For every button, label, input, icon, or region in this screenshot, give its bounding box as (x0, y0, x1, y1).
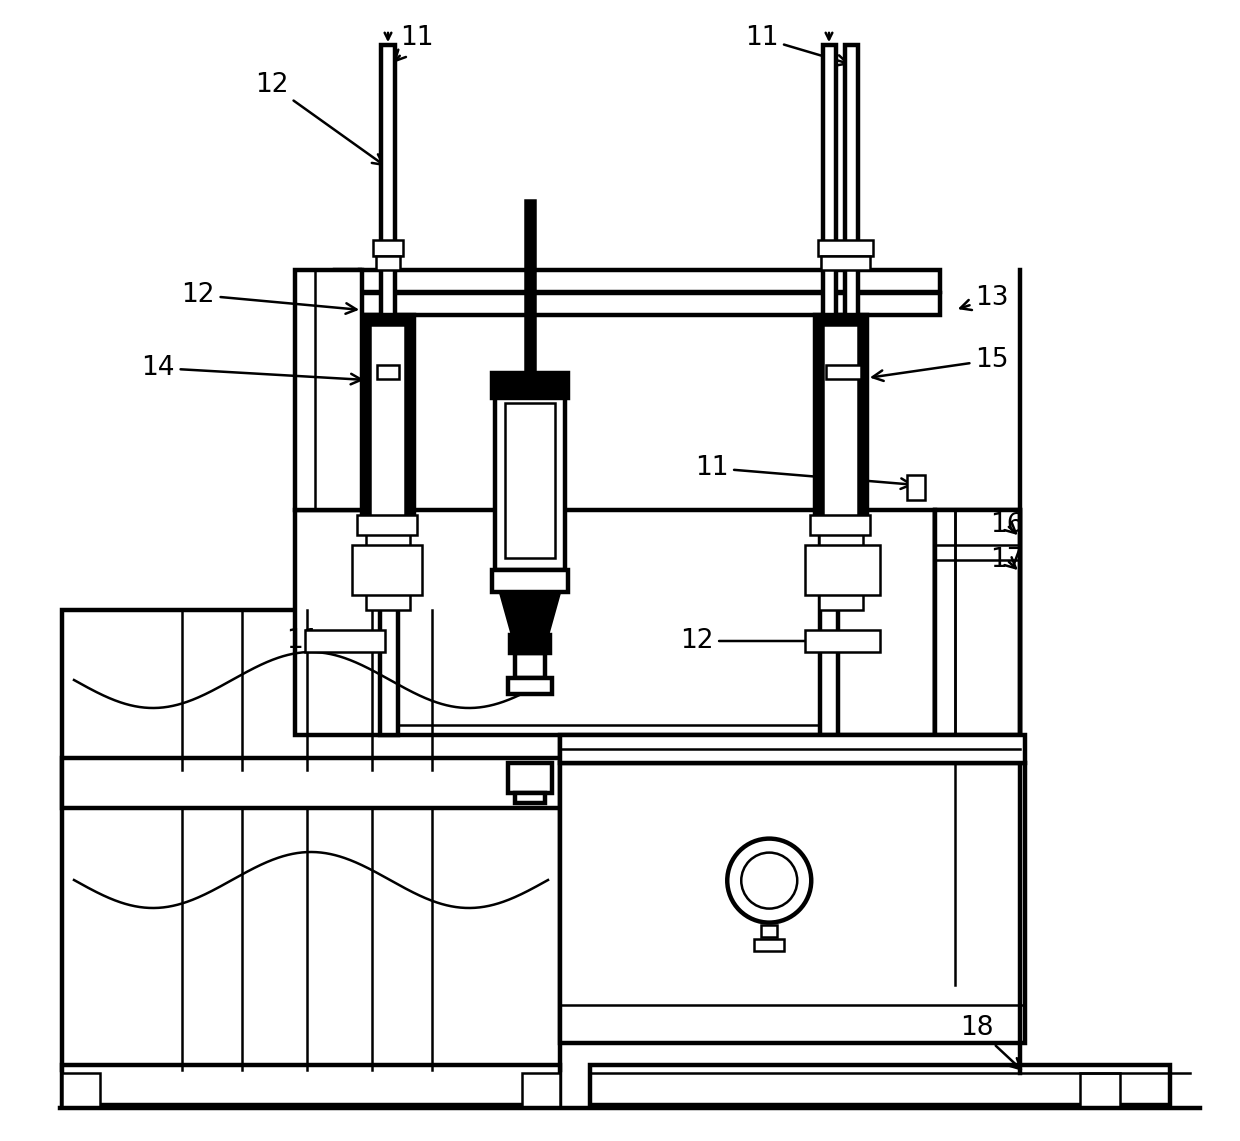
Bar (805, 545, 880, 594)
Text: 14: 14 (141, 355, 361, 385)
Bar (377, 365, 399, 379)
Bar (376, 256, 401, 270)
Bar (590, 1065, 1171, 1104)
Bar (805, 630, 880, 652)
Bar (492, 570, 568, 592)
Bar (525, 200, 534, 395)
Bar (366, 531, 410, 610)
Text: 18: 18 (960, 1015, 1021, 1069)
Bar (492, 373, 568, 398)
Bar (62, 1073, 100, 1108)
Text: 13: 13 (960, 285, 1008, 311)
Text: 11: 11 (694, 455, 911, 489)
Bar (823, 325, 858, 520)
Bar (362, 315, 414, 531)
Bar (821, 256, 870, 270)
Bar (495, 395, 565, 570)
Text: 11: 11 (745, 25, 848, 65)
Bar (906, 475, 925, 500)
Bar (935, 510, 1021, 735)
Bar (826, 365, 861, 379)
Bar (935, 510, 1021, 985)
Text: 11: 11 (394, 25, 434, 60)
Bar (818, 240, 873, 256)
Text: 12: 12 (181, 282, 356, 314)
Bar (295, 510, 935, 735)
Text: 15: 15 (873, 347, 1008, 381)
Bar (381, 44, 396, 315)
Bar (754, 939, 784, 950)
Bar (515, 653, 546, 678)
Circle shape (742, 852, 797, 908)
Bar (508, 763, 552, 793)
Text: 11: 11 (286, 628, 379, 654)
Bar (305, 630, 384, 652)
Bar (295, 270, 362, 510)
Bar (818, 531, 863, 610)
Bar (522, 1073, 560, 1108)
Text: 17: 17 (990, 547, 1023, 573)
Bar (62, 758, 560, 808)
Bar (510, 636, 551, 653)
Text: 12: 12 (680, 628, 874, 654)
Bar (357, 515, 417, 535)
Bar (62, 610, 560, 1070)
Bar (810, 515, 870, 535)
Bar (844, 44, 858, 315)
Bar (360, 270, 940, 292)
Text: 16: 16 (990, 512, 1023, 539)
Bar (62, 1065, 560, 1104)
Bar (335, 270, 360, 292)
Bar (360, 293, 940, 315)
Text: 12: 12 (255, 72, 383, 164)
Bar (761, 924, 777, 937)
Bar (560, 763, 1025, 1043)
Bar (352, 545, 422, 594)
Circle shape (727, 839, 811, 923)
Bar (823, 44, 836, 315)
Bar (508, 678, 552, 694)
Bar (505, 403, 556, 558)
Polygon shape (500, 592, 560, 636)
Bar (1080, 1073, 1120, 1108)
Bar (515, 793, 546, 803)
Bar (560, 735, 1025, 763)
Bar (379, 510, 398, 735)
Bar (820, 510, 838, 735)
Bar (335, 293, 360, 315)
Bar (373, 240, 403, 256)
Bar (370, 325, 405, 520)
Bar (815, 315, 867, 531)
